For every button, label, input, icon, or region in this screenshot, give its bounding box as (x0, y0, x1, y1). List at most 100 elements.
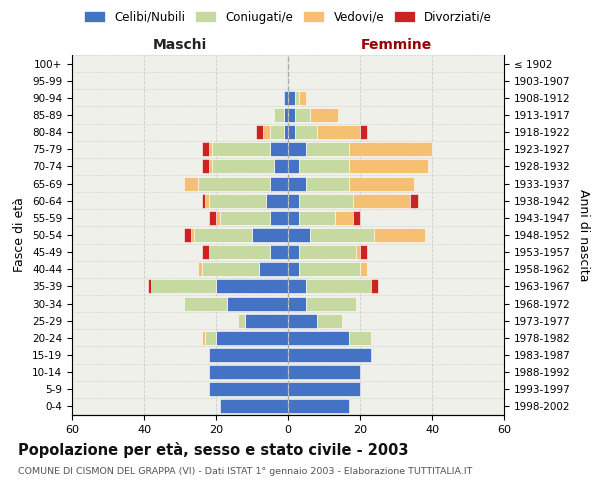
Bar (295, 125, 317, 139)
Text: COMUNE DI CISMON DEL GRAPPA (VI) - Dati ISTAT 1° gennaio 2003 - Elaborazione TUT: COMUNE DI CISMON DEL GRAPPA (VI) - Dati … (18, 468, 472, 476)
Bar (202, 262, 259, 276)
Bar (299, 160, 349, 173)
Y-axis label: Fasce di età: Fasce di età (13, 198, 26, 272)
Bar (263, 125, 270, 139)
Bar (317, 125, 360, 139)
Bar (288, 228, 310, 242)
Bar (288, 211, 299, 225)
Bar (349, 142, 432, 156)
Bar (374, 228, 425, 242)
Bar (216, 280, 288, 293)
Bar (353, 211, 360, 225)
Text: Maschi: Maschi (153, 38, 207, 52)
Bar (184, 228, 191, 242)
Bar (270, 142, 288, 156)
Bar (216, 211, 220, 225)
Bar (184, 176, 198, 190)
Bar (288, 365, 360, 379)
Bar (288, 280, 306, 293)
Bar (288, 348, 371, 362)
Bar (209, 142, 212, 156)
Bar (310, 108, 338, 122)
Bar (202, 194, 205, 207)
Bar (288, 331, 349, 345)
Bar (212, 160, 274, 173)
Bar (295, 108, 310, 122)
Text: Popolazione per età, sesso e stato civile - 2003: Popolazione per età, sesso e stato civil… (18, 442, 409, 458)
Bar (360, 125, 367, 139)
Bar (270, 125, 284, 139)
Bar (209, 365, 288, 379)
Bar (198, 262, 202, 276)
Bar (360, 245, 367, 259)
Bar (274, 108, 284, 122)
Bar (295, 91, 299, 105)
Bar (288, 176, 306, 190)
Bar (270, 211, 288, 225)
Bar (349, 176, 414, 190)
Bar (212, 142, 270, 156)
Bar (288, 194, 299, 207)
Bar (288, 245, 299, 259)
Bar (202, 142, 209, 156)
Bar (356, 245, 360, 259)
Bar (256, 125, 263, 139)
Bar (288, 108, 295, 122)
Bar (148, 280, 151, 293)
Bar (209, 194, 266, 207)
Bar (209, 160, 212, 173)
Bar (252, 228, 288, 242)
Bar (274, 160, 288, 173)
Bar (299, 211, 335, 225)
Bar (245, 314, 288, 328)
Bar (306, 142, 349, 156)
Y-axis label: Anni di nascita: Anni di nascita (577, 188, 590, 281)
Bar (360, 262, 367, 276)
Bar (288, 400, 349, 413)
Bar (284, 125, 288, 139)
Bar (238, 314, 245, 328)
Bar (209, 382, 288, 396)
Bar (209, 348, 288, 362)
Bar (353, 194, 410, 207)
Bar (299, 245, 356, 259)
Bar (220, 400, 288, 413)
Bar (202, 245, 209, 259)
Bar (209, 211, 216, 225)
Bar (288, 382, 360, 396)
Bar (288, 91, 295, 105)
Bar (349, 331, 371, 345)
Bar (202, 160, 209, 173)
Bar (220, 211, 270, 225)
Bar (288, 314, 317, 328)
Bar (284, 91, 288, 105)
Bar (270, 245, 288, 259)
Bar (335, 211, 353, 225)
Bar (288, 125, 295, 139)
Bar (259, 262, 288, 276)
Bar (299, 91, 306, 105)
Bar (205, 331, 216, 345)
Bar (216, 331, 288, 345)
Bar (306, 280, 371, 293)
Bar (198, 176, 270, 190)
Bar (266, 194, 288, 207)
Bar (299, 262, 360, 276)
Bar (184, 296, 227, 310)
Bar (306, 296, 356, 310)
Bar (270, 176, 288, 190)
Bar (151, 280, 216, 293)
Text: Femmine: Femmine (361, 38, 431, 52)
Bar (205, 194, 209, 207)
Bar (209, 245, 270, 259)
Bar (410, 194, 418, 207)
Bar (227, 296, 288, 310)
Bar (288, 160, 299, 173)
Bar (349, 160, 428, 173)
Bar (317, 314, 342, 328)
Bar (194, 228, 252, 242)
Bar (288, 296, 306, 310)
Bar (288, 262, 299, 276)
Bar (288, 142, 306, 156)
Bar (284, 108, 288, 122)
